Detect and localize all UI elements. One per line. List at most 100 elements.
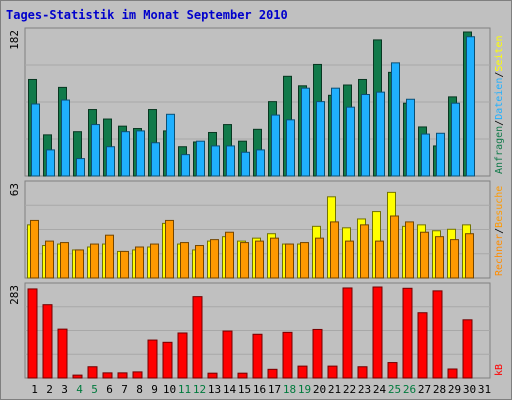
- legend-entry: /: [494, 120, 505, 126]
- bar-kb-day-5: [87, 366, 98, 379]
- bar-besuche-day-30: [465, 233, 474, 279]
- bar-dateien-day-9: [151, 142, 160, 177]
- panel-requests-legend: Anfragen/Dateien/Seiten: [494, 35, 505, 174]
- bar-kb-day-29: [447, 368, 458, 379]
- bar-kb-day-15: [237, 372, 248, 379]
- bar-dateien-day-14: [226, 145, 235, 177]
- panel-visits: 63 Rechner/Besuche: [8, 180, 505, 279]
- bar-dateien-day-2: [46, 149, 55, 177]
- bar-dateien-day-8: [136, 130, 145, 177]
- bar-dateien-day-4: [76, 158, 85, 177]
- bar-besuche-day-4: [75, 249, 84, 279]
- bar-dateien-day-18: [286, 119, 295, 177]
- bar-dateien-day-29: [451, 102, 460, 177]
- x-tick-label-day-17: 17: [268, 383, 281, 396]
- chart-title: Tages-Statistik im Monat September 2010: [6, 8, 288, 22]
- bar-dateien-day-13: [211, 145, 220, 177]
- bar-besuche-day-5: [90, 243, 99, 279]
- x-tick-label-day-30: 30: [463, 383, 476, 396]
- bar-dateien-day-27: [421, 133, 430, 177]
- bar-kb-day-2: [42, 304, 53, 379]
- bar-dateien-day-17: [271, 114, 280, 177]
- bar-dateien-day-3: [61, 99, 70, 177]
- legend-entry: Anfragen: [494, 126, 505, 174]
- bar-dateien-day-28: [436, 132, 445, 177]
- bar-kb-day-3: [57, 328, 68, 379]
- bar-besuche-day-19: [300, 242, 309, 279]
- bar-besuche-day-6: [105, 234, 114, 279]
- bar-besuche-day-29: [450, 239, 459, 279]
- bar-besuche-day-28: [435, 236, 444, 279]
- bar-besuche-day-27: [420, 231, 429, 279]
- bar-kb-day-19: [297, 365, 308, 379]
- x-tick-label-day-12: 12: [193, 383, 206, 396]
- bar-besuche-day-26: [405, 221, 414, 279]
- bar-dateien-day-30: [466, 36, 475, 177]
- bar-kb-day-14: [222, 330, 233, 379]
- x-tick-label-day-1: 1: [31, 383, 38, 396]
- x-tick-label-day-25: 25: [388, 383, 401, 396]
- bar-kb-day-30: [462, 319, 473, 379]
- x-tick-label-day-15: 15: [238, 383, 251, 396]
- bar-kb-day-20: [312, 328, 323, 379]
- bar-dateien-day-26: [406, 98, 415, 177]
- bar-kb-day-25: [387, 362, 398, 379]
- x-tick-label-day-24: 24: [373, 383, 387, 396]
- bar-besuche-day-20: [315, 237, 324, 279]
- bar-besuche-day-3: [60, 242, 69, 279]
- legend-entry: Rechner: [494, 234, 505, 276]
- bar-besuche-day-10: [165, 219, 174, 279]
- bar-dateien-day-16: [256, 149, 265, 177]
- bar-besuche-day-13: [210, 239, 219, 279]
- bar-besuche-day-23: [360, 224, 369, 279]
- legend-entry: /: [494, 228, 505, 234]
- x-tick-label-day-8: 8: [136, 383, 143, 396]
- panel-visits-ymax-label: 63: [8, 183, 21, 196]
- bar-besuche-day-24: [375, 240, 384, 279]
- panel-requests: 182 Anfragen/Dateien/Seiten: [8, 27, 505, 177]
- x-tick-label-day-3: 3: [61, 383, 68, 396]
- bar-kb-day-21: [327, 365, 338, 379]
- bar-besuche-day-14: [225, 231, 234, 279]
- bar-dateien-day-21: [331, 87, 340, 177]
- panel-requests-ymax-label: 182: [8, 30, 21, 50]
- x-tick-label-day-5: 5: [91, 383, 98, 396]
- bar-kb-day-6: [102, 372, 113, 379]
- x-tick-label-day-23: 23: [358, 383, 371, 396]
- bar-besuche-day-22: [345, 240, 354, 279]
- panel-kb-ymax-label: 283: [8, 285, 21, 305]
- x-tick-label-day-4: 4: [76, 383, 83, 396]
- bar-dateien-day-11: [181, 154, 190, 177]
- bar-dateien-day-15: [241, 151, 250, 177]
- bar-dateien-day-22: [346, 106, 355, 177]
- bar-besuche-day-9: [150, 243, 159, 279]
- bar-dateien-day-23: [361, 94, 370, 177]
- bar-besuche-day-21: [330, 221, 339, 279]
- bar-kb-day-18: [282, 331, 293, 379]
- x-tick-label-day-21: 21: [328, 383, 341, 396]
- bar-kb-day-27: [417, 312, 428, 379]
- panel-visits-legend: Rechner/Besuche: [494, 186, 505, 276]
- x-tick-label-day-19: 19: [298, 383, 311, 396]
- bar-kb-day-11: [177, 332, 188, 379]
- x-tick-label-day-18: 18: [283, 383, 296, 396]
- legend-entry: /: [494, 72, 505, 78]
- bar-kb-day-28: [432, 290, 443, 379]
- bar-dateien-day-25: [391, 62, 400, 177]
- bar-kb-day-16: [252, 333, 263, 379]
- bar-besuche-day-11: [180, 242, 189, 279]
- x-tick-label-day-9: 9: [151, 383, 158, 396]
- x-tick-label-day-6: 6: [106, 383, 113, 396]
- x-tick-label-day-16: 16: [253, 383, 266, 396]
- bar-kb-day-17: [267, 368, 278, 379]
- bar-besuche-day-1: [30, 219, 39, 279]
- bar-dateien-day-6: [106, 146, 115, 177]
- bar-besuche-day-12: [195, 245, 204, 279]
- bar-besuche-day-17: [270, 237, 279, 279]
- legend-entry: Dateien: [494, 78, 505, 120]
- bar-besuche-day-8: [135, 246, 144, 279]
- bar-besuche-day-25: [390, 215, 399, 279]
- panel-kb-legend: kB: [494, 364, 505, 376]
